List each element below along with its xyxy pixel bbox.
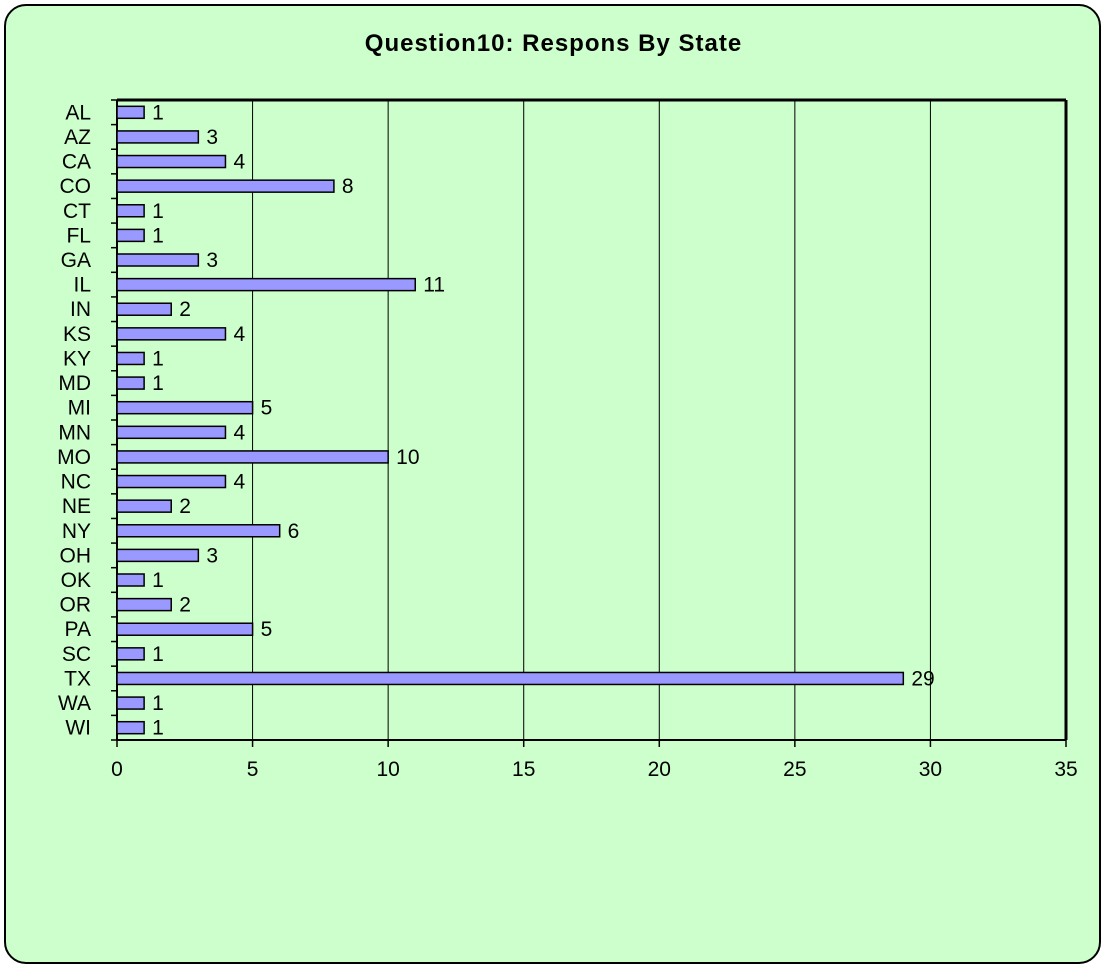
data-label: 6 — [288, 520, 300, 543]
y-tick-label: CO — [60, 175, 92, 198]
y-tick-label: GA — [61, 249, 91, 272]
y-tick-label: NE — [62, 495, 91, 518]
data-label: 3 — [206, 126, 218, 149]
y-tick-label: AL — [65, 101, 91, 124]
y-tick-label: AZ — [64, 126, 91, 149]
bar — [116, 277, 417, 292]
bar — [116, 696, 145, 710]
data-label: 10 — [396, 446, 419, 469]
data-label: 8 — [342, 175, 354, 198]
data-label: 4 — [233, 471, 245, 494]
data-label: 1 — [152, 692, 164, 715]
bar — [116, 376, 145, 390]
x-tick-label: 15 — [512, 758, 535, 781]
y-tick-label: MI — [68, 397, 91, 420]
bar — [116, 671, 905, 686]
x-tick-label: 30 — [919, 758, 942, 781]
x-tick-label: 35 — [1054, 758, 1077, 781]
bar — [116, 351, 145, 366]
y-tick-label: OR — [60, 594, 92, 617]
y-tick-label: IL — [73, 274, 91, 297]
data-label: 1 — [152, 347, 164, 370]
y-tick-label: PA — [65, 618, 91, 641]
y-tick-label: TX — [64, 667, 91, 690]
bar — [116, 204, 145, 218]
bar — [116, 425, 227, 440]
x-tick-label: 5 — [247, 758, 259, 781]
data-label: 2 — [179, 495, 191, 518]
y-tick-label: MD — [58, 372, 91, 395]
data-label: 1 — [152, 101, 164, 124]
bar — [116, 450, 389, 464]
data-label: 1 — [152, 569, 164, 592]
bar — [116, 573, 145, 587]
bar — [116, 253, 200, 267]
y-tick-label: WA — [58, 692, 91, 715]
y-tick-label: NC — [61, 471, 91, 494]
bar — [116, 179, 335, 193]
y-tick-label: KS — [63, 323, 91, 346]
y-tick-label: OK — [61, 569, 91, 592]
bar — [116, 597, 172, 612]
bar — [116, 499, 172, 513]
data-label: 5 — [261, 618, 273, 641]
data-label: 29 — [911, 667, 934, 690]
data-label: 2 — [179, 298, 191, 321]
bar — [116, 302, 172, 316]
y-tick-label: KY — [63, 347, 91, 370]
bar — [116, 622, 254, 636]
data-label: 1 — [152, 372, 164, 395]
data-label: 4 — [233, 151, 245, 174]
y-tick-label: FL — [66, 224, 91, 247]
data-label: 1 — [152, 643, 164, 666]
bar — [116, 720, 145, 735]
y-tick-label: MO — [57, 446, 91, 469]
data-label: 3 — [206, 544, 218, 567]
bar — [116, 647, 145, 661]
bar — [116, 474, 227, 489]
y-tick-label: SC — [62, 643, 91, 666]
bar — [116, 524, 281, 538]
y-tick-label: NY — [62, 520, 91, 543]
chart-title: Question10: Respons By State — [364, 30, 743, 57]
x-tick-label: 20 — [648, 758, 671, 781]
bar — [116, 228, 145, 243]
x-tick-label: 25 — [783, 758, 806, 781]
bar — [116, 130, 200, 144]
y-tick-label: IN — [70, 298, 91, 321]
y-tick-label: MN — [58, 421, 91, 444]
data-label: 1 — [152, 224, 164, 247]
data-label: 4 — [233, 323, 245, 346]
data-label: 2 — [179, 594, 191, 617]
data-label: 11 — [423, 274, 445, 297]
bar — [116, 154, 227, 169]
y-tick-label: OH — [60, 544, 92, 567]
y-tick-label: WI — [65, 717, 91, 740]
x-tick-label: 0 — [111, 758, 123, 781]
bar — [116, 548, 200, 563]
bar — [116, 105, 145, 120]
data-label: 5 — [261, 397, 273, 420]
bar — [116, 327, 227, 341]
y-tick-label: CT — [63, 200, 91, 223]
y-tick-label: CA — [62, 151, 91, 174]
bar — [116, 400, 254, 415]
data-label: 1 — [152, 717, 164, 740]
x-tick-label: 10 — [376, 758, 399, 781]
data-label: 4 — [233, 421, 245, 444]
data-label: 3 — [206, 249, 218, 272]
data-label: 1 — [152, 200, 164, 223]
